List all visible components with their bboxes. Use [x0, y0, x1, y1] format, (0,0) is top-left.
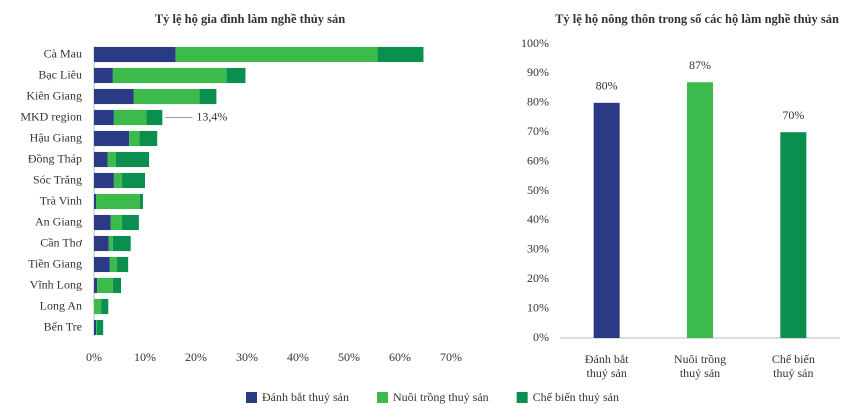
value-label: 70%: [782, 108, 804, 122]
y-tick-label: Đồng Tháp: [28, 151, 82, 165]
bar-segment: [94, 172, 114, 189]
bar-segment: [94, 319, 97, 336]
y-tick-label: Long An: [40, 298, 82, 312]
bar-segment: [199, 88, 217, 105]
legend-swatch: [376, 392, 388, 403]
x-tick-label: 20%: [185, 350, 207, 364]
y-tick-label: 60%: [527, 153, 549, 167]
bar-segment: [94, 67, 113, 84]
y-tick-label: Vĩnh Long: [30, 277, 82, 291]
legend-label: Chế biến thuỷ sản: [533, 390, 619, 404]
bar-segment: [94, 298, 102, 315]
legend-label: Đánh bắt thuỷ sản: [262, 390, 349, 404]
y-tick-label: Kiên Giang: [26, 88, 82, 102]
chart-title: Tỷ lệ hộ nông thôn trong số các hộ làm n…: [555, 12, 839, 26]
y-tick-label: Sóc Trăng: [33, 172, 82, 186]
bar-segment: [101, 298, 109, 315]
bar-segment: [377, 46, 424, 63]
bar-segment: [96, 319, 98, 336]
x-tick-label: 0%: [86, 350, 102, 364]
bar-segment: [94, 235, 109, 252]
bar-segment: [110, 214, 123, 231]
bar: [687, 82, 713, 338]
y-tick-label: 30%: [527, 242, 549, 256]
y-tick-label: 90%: [527, 65, 549, 79]
chart-title: Tỷ lệ hộ gia đình làm nghề thủy sản: [155, 12, 345, 26]
x-tick-label: Nuôi trồng thuỷ sản: [673, 352, 727, 380]
bar-segment: [107, 151, 116, 168]
bar-segment: [129, 130, 140, 147]
bar: [780, 132, 807, 338]
y-tick-label: Hậu Giang: [30, 130, 82, 144]
bar-segment: [96, 193, 140, 210]
x-tick-label: Đánh bắt thuỷ sản: [584, 352, 629, 380]
x-tick-label: Chế biến thuỷ sản: [771, 352, 815, 380]
bar-segment: [112, 277, 122, 294]
bar-segment: [112, 235, 131, 252]
bar-segment: [94, 214, 111, 231]
y-tick-label: 70%: [527, 124, 549, 138]
bar-segment: [94, 46, 176, 63]
total-label: 13,4%: [196, 109, 227, 123]
bar-segment: [113, 109, 147, 126]
bar-segment: [108, 235, 113, 252]
bar-segment: [226, 67, 246, 84]
x-tick-label: 30%: [236, 350, 258, 364]
bar-segment: [94, 130, 130, 147]
bar: [593, 102, 620, 338]
y-tick-label: Bạc Liêu: [38, 67, 82, 81]
value-label: 87%: [689, 58, 711, 72]
y-tick-label: Tiền Giang: [28, 256, 82, 270]
bar-segment: [115, 151, 150, 168]
y-tick-label: 40%: [527, 212, 549, 226]
bar-segment: [175, 46, 378, 63]
x-tick-label: 60%: [389, 350, 411, 364]
bar-segment: [97, 319, 104, 336]
legend-swatch: [246, 392, 257, 403]
bar-segment: [94, 193, 97, 210]
y-tick-label: Cần Thơ: [40, 235, 82, 249]
bar-segment: [97, 277, 113, 294]
legend-label: Nuôi trồng thuỷ sản: [393, 390, 489, 404]
x-tick-label: 10%: [134, 350, 156, 364]
x-tick-label: 50%: [338, 350, 360, 364]
bar-segment: [109, 256, 117, 273]
bar-segment: [139, 130, 158, 147]
bar-segment: [94, 151, 108, 168]
value-label: 80%: [596, 79, 618, 93]
y-tick-label: 50%: [527, 183, 549, 197]
bar-segment: [112, 67, 227, 84]
y-tick-label: 0%: [533, 330, 549, 344]
bar-segment: [133, 88, 200, 105]
bar-segment: [94, 88, 134, 105]
bar-segment: [122, 214, 139, 231]
y-tick-label: Cà Mau: [44, 46, 82, 60]
x-tick-label: 70%: [440, 350, 462, 364]
bar-segment: [122, 172, 145, 189]
y-tick-label: MKD region: [20, 109, 82, 123]
y-tick-label: 10%: [527, 300, 549, 314]
bar-segment: [94, 109, 114, 126]
x-tick-label: 40%: [287, 350, 309, 364]
bar-segment: [94, 256, 110, 273]
bar-segment: [146, 109, 163, 126]
legend-swatch: [516, 392, 528, 403]
bar-segment: [94, 277, 98, 294]
y-tick-label: 80%: [527, 95, 549, 109]
bar-segment: [113, 172, 123, 189]
y-tick-label: 20%: [527, 271, 549, 285]
bar-segment: [139, 193, 143, 210]
y-tick-label: An Giang: [35, 214, 82, 228]
bar-segment: [116, 256, 129, 273]
y-tick-label: Trà Vinh: [40, 193, 82, 207]
y-tick-label: Bến Tre: [44, 319, 82, 333]
y-tick-label: 100%: [521, 36, 549, 50]
